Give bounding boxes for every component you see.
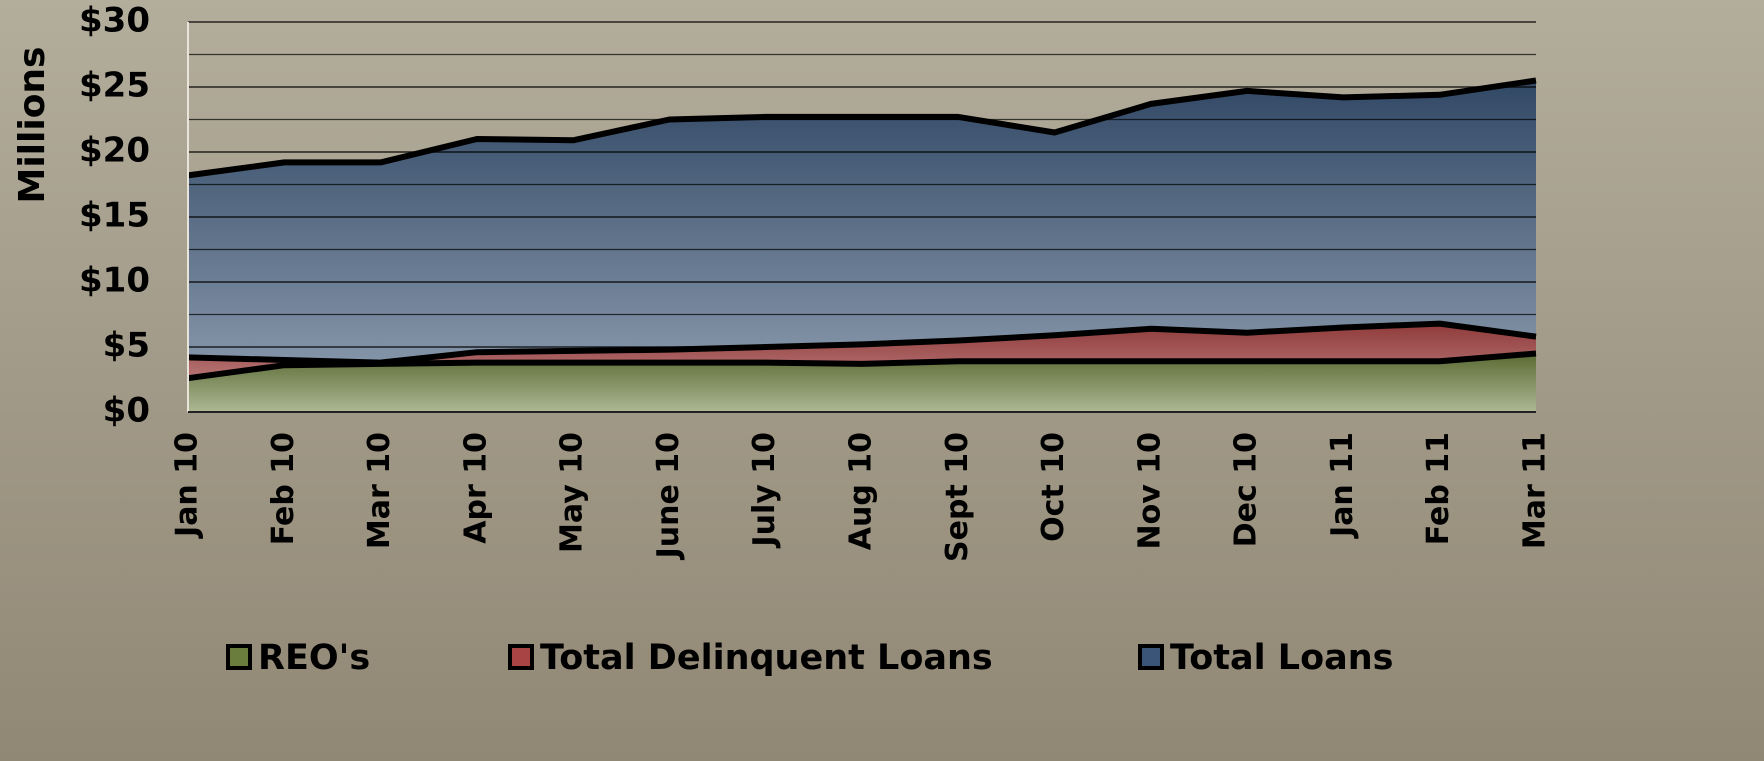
legend-label: Total Delinquent Loans [540, 638, 993, 678]
x-tick-label: July 10 [747, 432, 782, 549]
area-line [187, 350, 1537, 382]
x-tick-label: June 10 [651, 432, 686, 560]
x-tick-label: Sept 10 [940, 432, 975, 562]
area-line [187, 77, 1537, 179]
legend-swatch [508, 644, 534, 670]
area [188, 353, 1536, 412]
x-tick-label: Aug 10 [844, 432, 879, 550]
x-tick-label: Feb 10 [266, 432, 301, 545]
x-tick-label: Jan 10 [170, 432, 205, 539]
legend-label: REO's [258, 638, 370, 678]
x-tick-label: Nov 10 [1132, 432, 1167, 549]
y-tick-label: $15 [79, 196, 150, 236]
y-tick-label: $10 [79, 261, 150, 301]
x-tick-label: Oct 10 [1036, 432, 1071, 542]
x-tick-label: Apr 10 [458, 432, 493, 544]
y-tick-label: $20 [79, 131, 150, 171]
y-tick-label: $30 [79, 1, 150, 41]
legend-swatch [226, 644, 252, 670]
x-tick-label: May 10 [555, 432, 590, 553]
y-tick-label: $25 [79, 66, 150, 106]
legend-swatch [1138, 644, 1164, 670]
x-tick-label: Mar 11 [1518, 432, 1553, 549]
y-tick-label: $0 [103, 391, 150, 431]
legend-label: Total Loans [1170, 638, 1394, 678]
y-axis-title: Millions [12, 47, 53, 204]
x-tick-label: Dec 10 [1229, 432, 1264, 547]
x-tick-label: Jan 11 [1325, 432, 1360, 539]
area-line [187, 320, 1537, 366]
x-tick-label: Feb 11 [1421, 432, 1456, 545]
x-tick-label: Mar 10 [362, 432, 397, 549]
y-tick-label: $5 [103, 326, 150, 366]
